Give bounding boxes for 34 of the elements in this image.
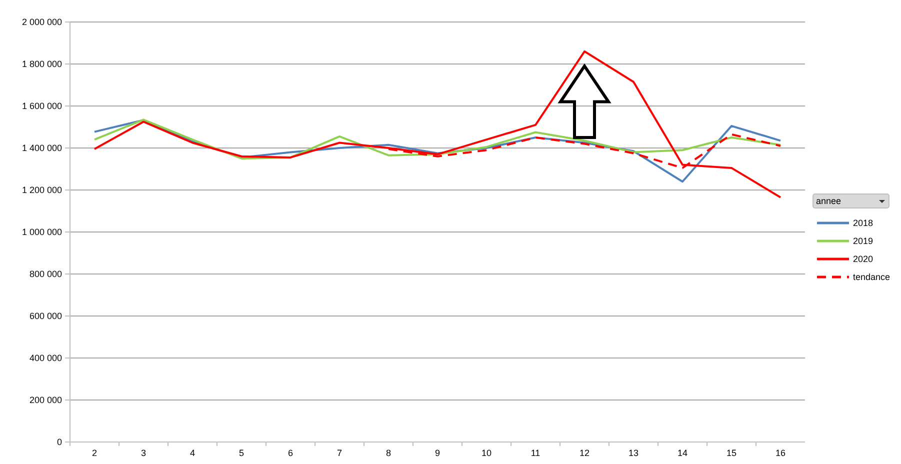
x-tick-label: 13 xyxy=(628,448,639,458)
y-tick-label: 0 xyxy=(56,437,62,448)
x-tick-label: 6 xyxy=(288,448,294,458)
x-tick-label: 8 xyxy=(386,448,392,458)
legend-label: 2020 xyxy=(853,254,874,264)
y-tick-label: 1 400 000 xyxy=(22,143,62,154)
x-tick-label: 2 xyxy=(92,448,98,458)
legend-label: 2019 xyxy=(853,236,874,246)
x-tick-label: 5 xyxy=(238,448,244,458)
line-series xyxy=(94,50,782,198)
x-tick-label: 9 xyxy=(434,448,440,458)
x-tick-label: 10 xyxy=(481,448,492,458)
y-tick-label: 2 000 000 xyxy=(22,17,62,28)
x-tick-label: 11 xyxy=(530,448,540,458)
y-tick-label: 200 000 xyxy=(29,395,62,406)
y-tick-label: 800 000 xyxy=(29,269,62,280)
line-series xyxy=(94,118,782,160)
legend-label: tendance xyxy=(853,272,890,282)
x-tick-label: 12 xyxy=(579,448,590,458)
x-tick-label: 16 xyxy=(775,448,786,458)
y-tick-label: 1 800 000 xyxy=(22,59,62,70)
y-tick-label: 1 000 000 xyxy=(22,227,62,238)
y-tick-label: 600 000 xyxy=(29,311,62,322)
x-tick-label: 3 xyxy=(140,448,146,458)
y-tick-label: 1 200 000 xyxy=(22,185,62,196)
x-tick-label: 4 xyxy=(190,448,196,458)
legend-title: annee xyxy=(816,196,842,206)
y-tick-label: 1 600 000 xyxy=(22,101,62,112)
x-tick-label: 15 xyxy=(726,448,737,458)
x-tick-label: 7 xyxy=(336,448,342,458)
y-tick-label: 400 000 xyxy=(29,353,62,364)
legend-label: 2018 xyxy=(853,218,874,228)
x-tick-label: 14 xyxy=(677,448,688,458)
line-series xyxy=(94,119,782,183)
